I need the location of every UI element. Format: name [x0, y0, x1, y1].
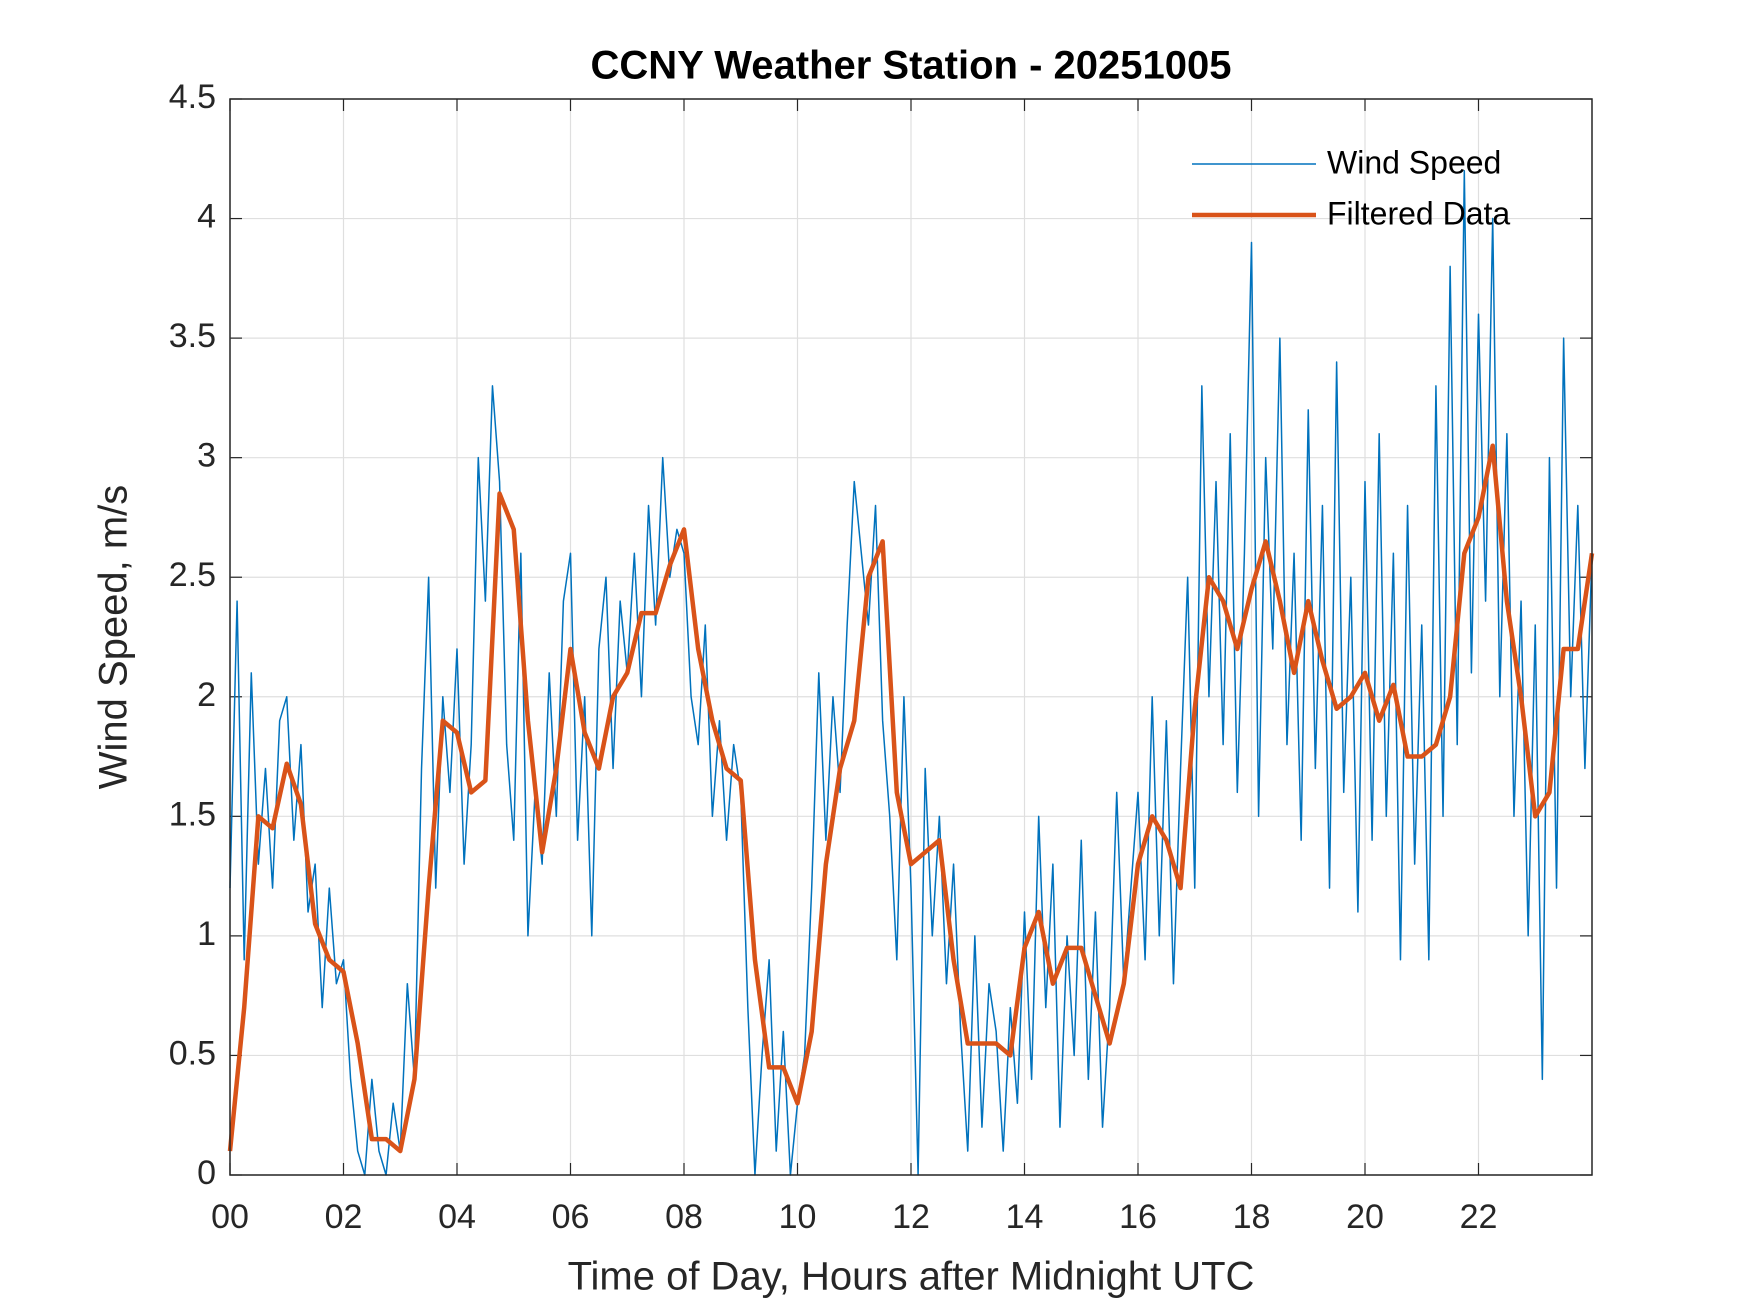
y-tick-label: 3	[197, 437, 216, 475]
x-tick-label: 00	[211, 1198, 249, 1236]
y-tick-label: 2.5	[169, 556, 216, 594]
data-line	[227, 443, 1595, 1154]
y-tick-label: 0.5	[169, 1034, 216, 1072]
x-axis-label: Time of Day, Hours after Midnight UTC	[568, 1255, 1255, 1299]
x-tick-label: 16	[1119, 1198, 1157, 1236]
y-tick-label: 1.5	[169, 795, 216, 833]
plot-frame	[229, 98, 1593, 1176]
y-tick-label: 3.5	[169, 317, 216, 355]
legend-label: Wind Speed	[1327, 144, 1501, 180]
x-tick-label: 20	[1346, 1198, 1384, 1236]
y-tick-label: 1	[197, 915, 216, 953]
x-tick-label: 08	[665, 1198, 703, 1236]
x-tick-label: 10	[779, 1198, 817, 1236]
y-tick-label: 4.5	[169, 78, 216, 116]
x-tick-label: 18	[1233, 1198, 1271, 1236]
x-tick-label: 14	[1006, 1198, 1044, 1236]
chart-title: CCNY Weather Station - 20251005	[591, 44, 1232, 88]
y-tick-label: 4	[197, 198, 216, 236]
legend-label: Filtered Data	[1327, 195, 1510, 231]
data-line	[229, 169, 1593, 1176]
y-axis-label: Wind Speed, m/s	[92, 485, 136, 790]
x-tick-label: 04	[438, 1198, 476, 1236]
x-tick-label: 02	[325, 1198, 363, 1236]
y-tick-label: 2	[197, 676, 216, 714]
y-tick-label: 0	[197, 1154, 216, 1192]
x-tick-label: 06	[552, 1198, 590, 1236]
x-tick-label: 12	[892, 1198, 930, 1236]
x-tick-label: 22	[1460, 1198, 1498, 1236]
